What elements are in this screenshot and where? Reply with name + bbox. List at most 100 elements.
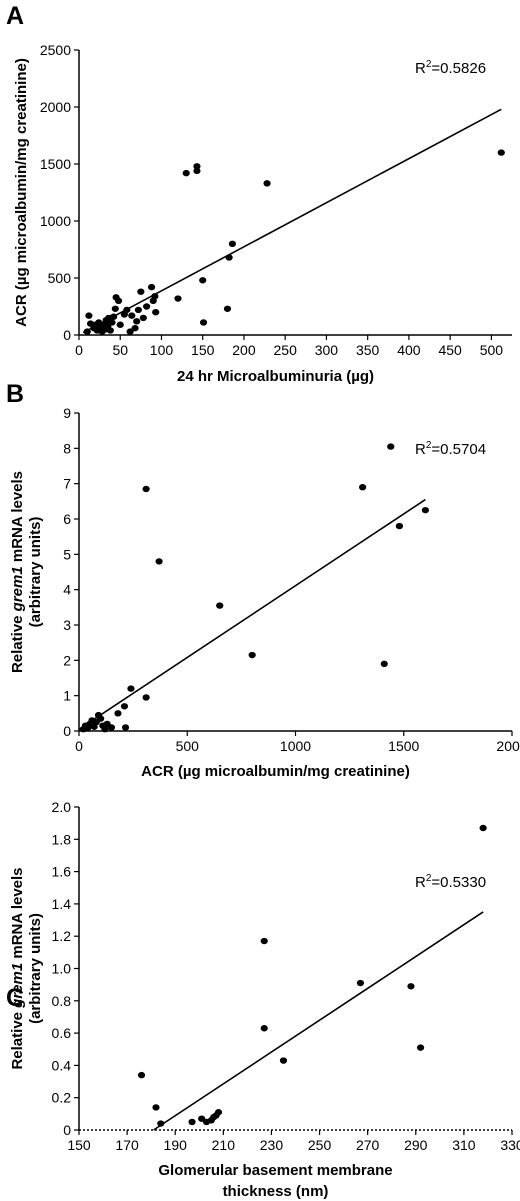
x-tick-label: 230 [260, 1137, 284, 1153]
data-point [416, 1044, 425, 1051]
panel-letter: B [6, 380, 24, 408]
data-point [214, 1109, 223, 1116]
y-tick-label: 500 [48, 270, 72, 286]
x-tick-label: 210 [212, 1137, 236, 1153]
data-point [97, 715, 105, 722]
data-point [131, 324, 139, 332]
panel-letter: C [6, 984, 24, 1012]
data-point [152, 1104, 160, 1111]
data-point [128, 312, 136, 319]
r-squared-annotation: R2=0.5826 [415, 59, 486, 77]
x-axis-title-line2: thickness (nm) [223, 1183, 329, 1200]
data-point [263, 180, 271, 187]
data-point [223, 305, 232, 312]
data-point [108, 319, 116, 326]
data-point [155, 558, 163, 565]
x-tick-label: 290 [404, 1137, 428, 1153]
x-tick-label: 250 [274, 342, 298, 358]
y-tick-label: 1 [63, 688, 71, 704]
x-tick-label: 50 [112, 342, 128, 358]
panel-letter: A [6, 2, 24, 30]
data-point [133, 318, 141, 325]
trendline [153, 911, 484, 1131]
y-tick-label: 0.6 [52, 1025, 72, 1041]
y-tick-label: 4 [63, 582, 71, 598]
data-point [387, 443, 395, 450]
x-tick-label: 350 [356, 342, 380, 358]
y-axis-title-line1: Relative grem1 mRNA levels [9, 471, 26, 673]
data-point [111, 305, 119, 312]
x-tick-label: 310 [452, 1137, 476, 1153]
data-point [134, 306, 142, 314]
x-axis-title: ACR (µg microalbumin/mg creatinine) [141, 763, 410, 780]
y-tick-label: 1.4 [52, 896, 72, 912]
data-point [83, 328, 91, 335]
y-tick-label: 0.8 [52, 993, 72, 1009]
y-tick-label: 1.8 [52, 831, 72, 847]
data-point [356, 979, 365, 987]
x-tick-label: 300 [315, 342, 339, 358]
data-point [157, 1120, 165, 1127]
data-point [193, 167, 201, 175]
x-tick-label: 1000 [280, 738, 311, 754]
y-tick-label: 6 [63, 511, 71, 527]
data-point [126, 328, 134, 335]
r-squared-annotation: R2=0.5704 [415, 440, 486, 458]
y-tick-label: 0.2 [52, 1090, 72, 1106]
data-point [114, 710, 122, 717]
data-point [151, 293, 159, 300]
data-point [279, 1057, 288, 1064]
data-point [260, 1025, 268, 1032]
y-tick-label: 5 [63, 546, 71, 562]
data-point [380, 660, 388, 668]
data-point [199, 277, 207, 284]
data-point [147, 283, 156, 291]
data-point [85, 312, 93, 319]
y-tick-label: 0 [63, 723, 71, 739]
data-point [407, 983, 415, 990]
y-tick-label: 1000 [40, 213, 71, 229]
data-point [143, 303, 151, 310]
x-axis-title: 24 hr Microalbuminuria (µg) [177, 368, 374, 385]
y-tick-label: 2000 [40, 99, 71, 115]
x-tick-label: 330 [500, 1137, 520, 1153]
panel-c: C 0 0.2 0.4 0.6 0.8 1.0 1.2 1.4 1.6 1.8 2.0 150 170 19… [6, 799, 520, 1200]
x-axis-title-line1: Glomerular basement membrane [158, 1162, 392, 1179]
data-point [106, 327, 114, 334]
data-point [127, 685, 135, 692]
y-axis-title: ACR (µg microalbumin/mg creatinine) [13, 58, 30, 327]
r-squared-annotation: R2=0.5330 [415, 873, 486, 891]
data-point [123, 306, 131, 314]
trendline [78, 498, 426, 730]
data-point [479, 824, 487, 832]
data-point [142, 694, 150, 701]
data-point [101, 726, 109, 733]
trendline [82, 108, 502, 334]
y-axis-title-line2: (arbitrary units) [27, 517, 44, 628]
data-point [216, 602, 224, 609]
data-point [116, 321, 124, 328]
data-point [193, 163, 201, 170]
data-point [359, 484, 367, 491]
x-tick-label: 270 [356, 1137, 380, 1153]
data-point [395, 522, 404, 530]
data-point [228, 240, 237, 247]
y-tick-label: 8 [63, 440, 71, 456]
x-tick-label: 450 [438, 342, 462, 358]
y-tick-label: 1.0 [52, 961, 72, 977]
y-tick-label: 2 [63, 652, 71, 668]
y-tick-label: 1.2 [52, 928, 72, 944]
data-point [142, 485, 150, 493]
data-point [225, 254, 233, 261]
y-tick-label: 2500 [40, 42, 71, 58]
data-point [137, 1071, 146, 1079]
data-point [188, 1118, 196, 1126]
data-point [497, 149, 505, 156]
data-point [114, 297, 123, 304]
x-tick-label: 150 [191, 342, 215, 358]
y-tick-label: 3 [63, 617, 71, 633]
data-point [421, 506, 429, 514]
data-point [120, 703, 129, 710]
panel-b: B 0 1 2 3 4 5 6 7 8 9 0 500 1000 1500 2000 ACR (µg micro… [6, 380, 520, 780]
